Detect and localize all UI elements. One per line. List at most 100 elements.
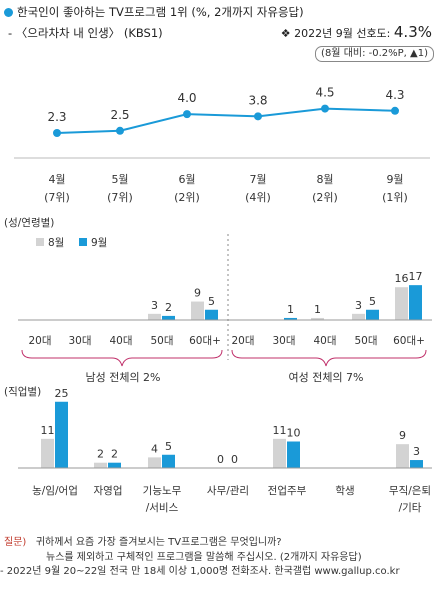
age-label: 30대 xyxy=(272,335,295,347)
legend-swatch-prev xyxy=(36,238,44,246)
rank-label: (2위) xyxy=(312,191,338,204)
month-label: 4월 xyxy=(48,173,65,186)
chart-subtitle: - 〈으라차차 내 인생〉 (KBS1) xyxy=(8,26,163,40)
question-label: 질문) xyxy=(4,537,27,548)
age-label: 20대 xyxy=(231,335,254,347)
trend-point xyxy=(391,106,399,115)
trend-point xyxy=(183,110,191,119)
age-label: 30대 xyxy=(68,335,91,347)
age-label: 50대 xyxy=(150,335,173,347)
question-line-2: 뉴스를 제외하고 구체적인 프로그램을 말씀해 주십시오. (2개까지 자유응답… xyxy=(46,551,362,563)
bar-value-label: 2 xyxy=(165,301,172,314)
legend-swatch-curr xyxy=(79,238,87,246)
bar-value-label: 9 xyxy=(399,429,406,442)
male-bracket xyxy=(21,349,223,367)
bar-value-label: 0 xyxy=(217,453,224,466)
preference-value: 4.3% xyxy=(393,23,432,41)
bar-curr xyxy=(366,309,379,320)
trend-point xyxy=(321,104,329,113)
bar-prev xyxy=(352,313,365,320)
trend-value-label: 4.5 xyxy=(315,86,334,100)
bar-curr xyxy=(55,401,68,468)
question-line-1: 귀하께서 요즘 가장 즐겨보시는 TV프로그램은 무엇입니까? xyxy=(35,537,282,548)
male-total-label: 남성 전체의 2% xyxy=(85,371,160,384)
preference-readout: ❖ 2022년 9월 선호도: 4.3% xyxy=(281,23,432,41)
bar-prev xyxy=(148,313,161,320)
bar-value-label: 5 xyxy=(165,440,172,453)
bar-value-label: 9 xyxy=(194,287,201,300)
bar-value-label: 16 xyxy=(395,272,409,285)
bar-prev xyxy=(395,287,408,320)
bar-curr xyxy=(284,317,297,320)
bar-curr xyxy=(205,309,218,320)
bar-prev xyxy=(273,438,286,468)
bar-prev xyxy=(41,438,54,468)
month-label: 9월 xyxy=(386,173,403,186)
bar-curr xyxy=(409,285,422,320)
section-title-occupation: (직업별) xyxy=(4,385,41,398)
bar-curr xyxy=(162,315,175,320)
trend-value-label: 4.0 xyxy=(177,91,196,105)
occupation-label: 전업주부 xyxy=(268,484,307,497)
bar-value-label: 2 xyxy=(111,448,118,461)
bar-curr xyxy=(108,462,121,468)
age-label: 40대 xyxy=(313,335,336,347)
rank-label: (7위) xyxy=(107,191,133,204)
trend-point xyxy=(116,126,124,135)
bullet-icon xyxy=(4,8,13,17)
bar-value-label: 3 xyxy=(151,299,158,312)
age-label: 40대 xyxy=(109,335,132,347)
chart-canvas: 2.3 4월 (7위) 2.5 5월 (7위) 4.0 6월 (2위) 3.8 7월 (4위) 4.5 8… xyxy=(4,86,432,514)
bar-curr xyxy=(162,454,175,468)
age-label: 60대+ xyxy=(393,335,425,347)
trend-value-label: 3.8 xyxy=(248,93,267,107)
trend-value-label: 2.3 xyxy=(47,110,66,124)
chart-title: 한국인이 좋아하는 TV프로그램 1위 (%, 2개까지 자유응답) xyxy=(4,4,304,20)
occupation-label: /서비스 xyxy=(146,502,179,514)
source-note: - 2022년 9월 20~22일 전국 만 18세 이상 1,000명 전화조… xyxy=(0,566,400,577)
bar-prev xyxy=(148,457,161,468)
month-label: 7월 xyxy=(249,173,266,186)
occupation-label: 무직/은퇴 xyxy=(389,485,431,497)
bar-value-label: 17 xyxy=(409,270,423,283)
title-text: 한국인이 좋아하는 TV프로그램 1위 (%, 2개까지 자유응답) xyxy=(17,5,304,19)
trend-point xyxy=(254,112,262,121)
occupation-label: 기능노무 xyxy=(143,485,182,497)
bar-value-label: 1 xyxy=(287,303,294,316)
bar-value-label: 5 xyxy=(369,295,376,308)
bar-curr xyxy=(287,441,300,468)
age-label: 50대 xyxy=(354,335,377,347)
bar-value-label: 11 xyxy=(273,424,287,437)
legend-label-prev: 8월 xyxy=(48,237,64,249)
bar-value-label: 2 xyxy=(97,448,104,461)
occupation-label: 학생 xyxy=(335,485,354,497)
month-label: 6월 xyxy=(178,173,195,186)
rank-label: (1위) xyxy=(382,191,408,204)
trend-value-label: 4.3 xyxy=(385,88,404,102)
legend-label-curr: 9월 xyxy=(91,237,107,249)
occupation-label: 사무/관리 xyxy=(207,485,249,497)
bar-value-label: 4 xyxy=(151,442,158,455)
bar-prev xyxy=(94,462,107,468)
occupation-label: 자영업 xyxy=(94,484,123,497)
footer: 질문) 귀하께서 요즘 가장 즐겨보시는 TV프로그램은 무엇입니까? 뉴스를 … xyxy=(0,536,400,580)
month-label: 5월 xyxy=(111,173,128,186)
bar-prev xyxy=(191,301,204,320)
trend-point xyxy=(53,129,61,137)
trend-value-label: 2.5 xyxy=(110,108,129,122)
month-label: 8월 xyxy=(316,173,333,186)
age-label: 20대 xyxy=(28,335,51,347)
female-bracket xyxy=(231,349,427,367)
bar-value-label: 3 xyxy=(413,445,420,458)
bar-value-label: 1 xyxy=(314,303,321,316)
section-title-demographics: (성/연령별) xyxy=(4,217,54,229)
rank-label: (7위) xyxy=(44,191,70,204)
rank-label: (4위) xyxy=(245,191,271,204)
bar-value-label: 11 xyxy=(41,424,55,437)
bar-curr xyxy=(410,460,423,468)
bar-value-label: 0 xyxy=(231,453,238,466)
bar-value-label: 10 xyxy=(287,427,301,440)
trend-line xyxy=(56,107,396,134)
bar-value-label: 5 xyxy=(208,295,215,308)
rank-label: (2위) xyxy=(174,191,200,204)
